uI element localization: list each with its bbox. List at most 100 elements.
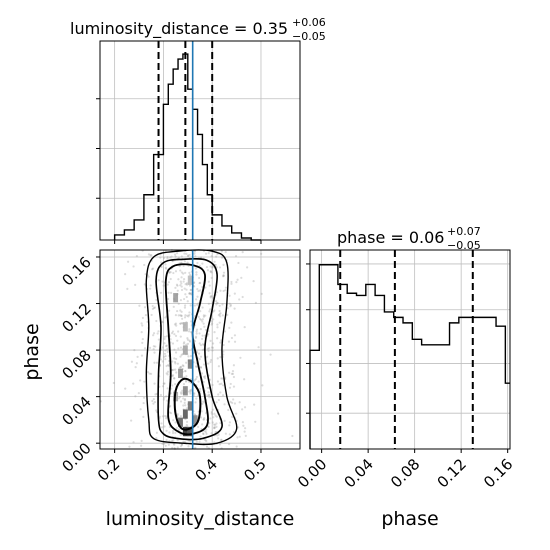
scatter-point bbox=[152, 345, 155, 348]
contour-line bbox=[155, 258, 223, 441]
scatter-point bbox=[153, 361, 156, 364]
scatter-point bbox=[202, 322, 205, 325]
scatter-point bbox=[196, 261, 199, 265]
scatter-point bbox=[210, 276, 213, 279]
scatter-point bbox=[157, 338, 160, 341]
scatter-point bbox=[221, 314, 224, 317]
scatter-point bbox=[174, 383, 177, 386]
scatter-point bbox=[193, 281, 196, 284]
scatter-point bbox=[203, 430, 206, 433]
scatter-point bbox=[151, 268, 154, 271]
scatter-point bbox=[227, 408, 230, 412]
scatter-point bbox=[205, 432, 208, 436]
scatter-point bbox=[163, 425, 166, 428]
scatter-point bbox=[231, 372, 235, 375]
scatter-point bbox=[197, 289, 200, 293]
scatter-point bbox=[205, 428, 208, 431]
scatter-point bbox=[217, 437, 220, 440]
scatter-point bbox=[179, 445, 183, 448]
scatter-point bbox=[186, 314, 189, 317]
scatter-point bbox=[159, 358, 162, 361]
scatter-point bbox=[171, 384, 174, 387]
scatter-point bbox=[166, 350, 169, 353]
density-cell bbox=[182, 426, 188, 437]
scatter-point bbox=[126, 260, 130, 263]
scatter-point bbox=[184, 271, 187, 274]
scatter-point bbox=[246, 266, 249, 269]
scatter-point bbox=[199, 344, 203, 347]
scatter-point bbox=[188, 292, 192, 295]
scatter-point bbox=[183, 316, 187, 319]
scatter-point bbox=[179, 314, 182, 317]
scatter-point bbox=[199, 387, 202, 391]
scatter-point bbox=[203, 325, 206, 328]
scatter-point bbox=[173, 253, 177, 256]
density-cell bbox=[182, 322, 188, 332]
scatter-point bbox=[230, 336, 234, 340]
contour-line bbox=[164, 263, 209, 436]
x-tick-label: 0.16 bbox=[480, 455, 516, 491]
scatter-point bbox=[195, 440, 198, 443]
scatter-point bbox=[211, 346, 215, 349]
y-tick-label: 0.12 bbox=[58, 300, 94, 336]
scatter-point bbox=[183, 306, 187, 309]
scatter-point bbox=[185, 361, 188, 364]
scatter-point bbox=[161, 360, 164, 363]
scatter-point bbox=[229, 400, 232, 403]
scatter-point bbox=[206, 347, 209, 350]
scatter-point bbox=[171, 374, 175, 377]
scatter-point bbox=[184, 304, 187, 307]
scatter-point bbox=[277, 412, 280, 415]
scatter-point bbox=[139, 444, 143, 447]
scatter-point bbox=[198, 332, 201, 335]
scatter-point bbox=[183, 401, 186, 405]
scatter-point bbox=[174, 314, 178, 317]
scatter-point bbox=[231, 401, 234, 404]
hist2-title: phase = 0.06 bbox=[337, 228, 444, 247]
scatter-point bbox=[209, 295, 212, 298]
scatter-point bbox=[175, 357, 178, 361]
scatter-point bbox=[224, 376, 227, 379]
scatter-point bbox=[198, 317, 202, 320]
scatter-point bbox=[189, 288, 192, 292]
scatter-point bbox=[200, 337, 204, 341]
y-tick-label: 0.04 bbox=[58, 393, 94, 429]
x-axis-label-luminosity: luminosity_distance bbox=[106, 508, 295, 530]
scatter-point bbox=[163, 337, 166, 340]
scatter-point bbox=[228, 326, 231, 329]
scatter-point bbox=[201, 402, 204, 405]
scatter-point bbox=[149, 284, 152, 287]
scatter-point bbox=[181, 389, 184, 392]
x-tick-label: 0.4 bbox=[191, 455, 221, 485]
scatter-point bbox=[260, 252, 263, 255]
scatter-point bbox=[163, 355, 166, 358]
scatter-point bbox=[179, 433, 182, 437]
scatter-point bbox=[174, 334, 178, 338]
scatter-point bbox=[196, 288, 199, 291]
scatter-point bbox=[233, 402, 237, 405]
scatter-point bbox=[196, 295, 199, 298]
scatter-point bbox=[134, 283, 137, 286]
histogram-step-line bbox=[113, 53, 261, 241]
scatter-point bbox=[142, 401, 145, 405]
density-cell bbox=[173, 293, 179, 303]
scatter-point bbox=[239, 356, 242, 359]
scatter-point bbox=[164, 354, 167, 358]
scatter-point bbox=[228, 294, 231, 297]
scatter-point bbox=[173, 333, 176, 336]
scatter-point bbox=[161, 346, 164, 349]
scatter-point bbox=[151, 304, 154, 308]
scatter-point bbox=[213, 412, 216, 415]
scatter-point bbox=[182, 272, 185, 275]
scatter-point bbox=[253, 403, 256, 406]
scatter-point bbox=[190, 331, 193, 334]
scatter-point bbox=[235, 281, 238, 284]
scatter-point bbox=[201, 348, 204, 352]
scatter-point bbox=[189, 390, 192, 393]
scatter-point bbox=[175, 283, 179, 286]
scatter-point bbox=[241, 421, 245, 424]
scatter-point bbox=[221, 377, 224, 380]
scatter-point bbox=[228, 433, 231, 436]
scatter-point bbox=[180, 261, 183, 264]
density-cell bbox=[182, 386, 188, 396]
